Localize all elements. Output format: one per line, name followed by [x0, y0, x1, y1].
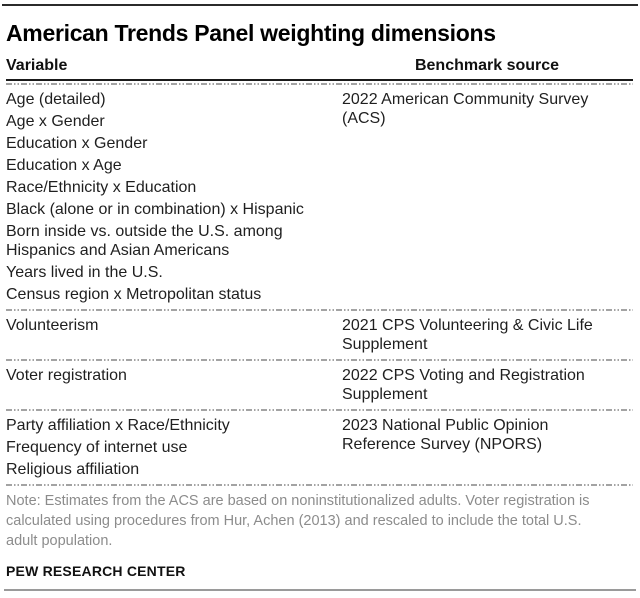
table-body: Age (detailed) Age x Gender Education x Ge… [6, 85, 633, 486]
top-rule [2, 4, 638, 6]
variable-item: Years lived in the U.S. [6, 264, 163, 281]
dashed-divider [6, 309, 633, 311]
note-line: Note: Estimates from the ACS are based o… [6, 493, 590, 509]
variable-item: Frequency of internet use [6, 439, 188, 456]
table-row-group: Party affiliation x Race/Ethnicity Freque… [6, 411, 633, 482]
dashed-divider [6, 83, 633, 85]
dashed-divider [6, 359, 633, 361]
variable-item: Born inside vs. outside the U.S. among H… [6, 223, 283, 259]
note-line: adult population. [6, 533, 113, 549]
benchmark-source-cell: 2022 American Community Survey (ACS) [342, 91, 589, 127]
page: { "chart_data": { "type": "table", "titl… [0, 4, 640, 598]
note-line: calculated using procedures from Hur, Ac… [6, 513, 582, 529]
bottom-rule [4, 589, 636, 591]
pew-research-center-label: PEW RESEARCH CENTER [6, 563, 186, 579]
variable-item: Education x Gender [6, 135, 148, 152]
column-header-benchmark-source: Benchmark source [414, 57, 560, 74]
variable-list: Party affiliation x Race/Ethnicity Freque… [6, 416, 322, 479]
table-row-group: Voter registration 2022 CPS Voting and R… [6, 361, 633, 407]
variable-item: Voter registration [6, 367, 127, 384]
variable-list: Age (detailed) Age x Gender Education x Ge… [6, 90, 322, 304]
variable-item: Education x Age [6, 157, 122, 174]
benchmark-source-cell: 2021 CPS Volunteering & Civic Life Suppl… [342, 317, 593, 353]
page-title: American Trends Panel weighting dimensio… [6, 20, 496, 46]
variable-item: Age x Gender [6, 113, 105, 130]
variable-list: Volunteerism [6, 316, 322, 354]
benchmark-source-cell: 2022 CPS Voting and Registration Supplem… [342, 367, 585, 403]
benchmark-source-cell: 2023 National Public Opinion Reference S… [342, 417, 549, 453]
variable-item: Census region x Metropolitan status [6, 286, 262, 303]
variable-list: Voter registration [6, 366, 322, 404]
variable-item: Volunteerism [6, 317, 99, 334]
variable-item: Religious affiliation [6, 461, 140, 478]
table-row-group: Age (detailed) Age x Gender Education x Ge… [6, 85, 633, 307]
variable-item: Age (detailed) [6, 91, 106, 108]
variable-item: Black (alone or in combination) x Hispan… [6, 201, 304, 218]
variable-item: Race/Ethnicity x Education [6, 179, 197, 196]
variable-item: Party affiliation x Race/Ethnicity [6, 417, 230, 434]
dashed-divider [6, 409, 633, 411]
table-header: Variable Benchmark source [6, 57, 633, 81]
dashed-divider [6, 484, 633, 486]
table-row-group: Volunteerism 2021 CPS Volunteering & Civ… [6, 311, 633, 357]
column-header-variable: Variable [6, 57, 68, 74]
table-figure: American Trends Panel weighting dimensio… [0, 20, 640, 579]
note: Note: Estimates from the ACS are based o… [6, 491, 633, 551]
